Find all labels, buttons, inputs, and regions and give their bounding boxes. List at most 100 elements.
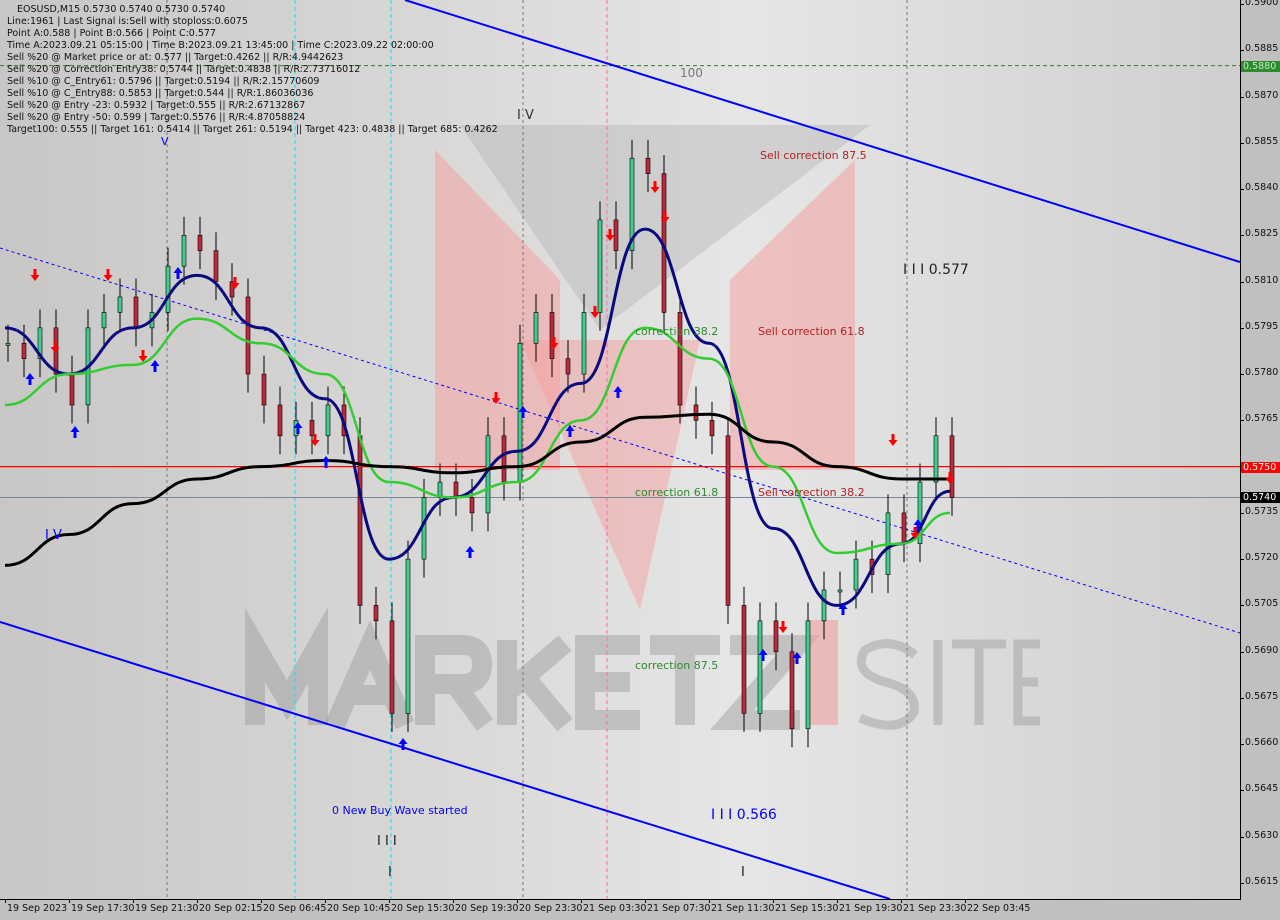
x-tick-label: 21 Sep 23:30 [903, 903, 967, 914]
y-tick [1240, 50, 1244, 52]
mid-ma-line [4, 317, 951, 555]
x-tick [389, 899, 390, 903]
x-tick [69, 899, 70, 903]
sell-arrow-icon [605, 229, 615, 241]
level-lines [0, 65, 1240, 498]
price-bar [533, 312, 539, 344]
y-tick-label: 0.5810 [1245, 274, 1279, 286]
channel-lines [0, 0, 1240, 899]
x-tick [325, 899, 326, 903]
price-bar [789, 651, 795, 730]
label-wave-i-right: I [741, 865, 745, 880]
price-bar [837, 589, 843, 593]
y-tick [1240, 512, 1244, 514]
info-line: Sell %10 @ C_Entry61: 0.5796 || Target:0… [7, 76, 320, 87]
x-tick-label: 20 Sep 06:45 [263, 903, 327, 914]
y-tick-label: 0.5780 [1245, 367, 1279, 379]
y-tick [1240, 697, 1244, 699]
symbol-title: EOSUSD,M15 0.5730 0.5740 0.5730 0.5740 [17, 4, 226, 15]
info-line: Sell %20 @ Entry -50: 0.599 | Target:0.5… [7, 112, 306, 123]
price-bars [5, 139, 955, 748]
x-tick [261, 899, 262, 903]
price-bar [581, 312, 587, 375]
y-tick [1240, 96, 1244, 98]
y-tick [1240, 142, 1244, 144]
y-tick [1240, 420, 1244, 422]
price-bar [37, 327, 43, 359]
info-line: Time A:2023.09.21 05:15:00 | Time B:2023… [7, 40, 434, 51]
price-bar [725, 435, 731, 606]
y-tick-label: 0.5765 [1245, 413, 1279, 425]
upper-channel-line [404, 0, 1240, 263]
x-tick-label: 19 Sep 17:30 [71, 903, 135, 914]
label-wave-v: V [161, 135, 169, 148]
x-tick [197, 899, 198, 903]
price-bar [677, 312, 683, 406]
chart-plot-area[interactable]: 100 Sell correction 87.5 I V V I V I I I… [0, 0, 1241, 900]
y-tick-label: 0.5630 [1245, 829, 1279, 841]
x-tick [837, 899, 838, 903]
label-100: 100 [680, 66, 703, 80]
price-bar [757, 620, 763, 714]
buy-arrow-icon [321, 456, 331, 468]
fast-ma-line [4, 227, 951, 607]
y-tick [1240, 327, 1244, 329]
price-bar [917, 481, 923, 545]
y-tick [1240, 4, 1244, 5]
price-bar [101, 312, 107, 329]
x-tick-label: 20 Sep 23:30 [519, 903, 583, 914]
price-bar [565, 358, 571, 375]
price-bar [5, 342, 11, 346]
sell-arrow-icon [30, 269, 40, 281]
price-bar [197, 235, 203, 252]
buy-arrow-icon [70, 426, 80, 438]
buy-arrow-icon [173, 267, 183, 279]
price-bar [549, 312, 555, 359]
sell-arrow-icon [50, 341, 60, 353]
price-bar [645, 157, 651, 174]
y-tick-label: 0.5720 [1245, 552, 1279, 564]
price-bar [245, 296, 251, 375]
buy-arrow-icon [398, 738, 408, 750]
x-tick [133, 899, 134, 903]
y-tick-label: 0.5660 [1245, 737, 1279, 749]
sell-arrow-icon [945, 472, 955, 484]
price-bar [69, 373, 75, 406]
info-line: Sell %10 @ C_Entry88: 0.5853 || Target:0… [7, 88, 314, 99]
price-bar [709, 420, 715, 437]
x-tick [709, 899, 710, 903]
info-line: Target100: 0.555 || Target 161: 0.5414 |… [7, 124, 498, 135]
sell-arrow-icon [778, 621, 788, 633]
x-tick [453, 899, 454, 903]
y-tick [1240, 559, 1244, 561]
x-tick-label: 22 Sep 03:45 [967, 903, 1031, 914]
x-tick-label: 20 Sep 15:30 [391, 903, 455, 914]
annotations: 100 Sell correction 87.5 I V V I V I I I… [25, 66, 969, 880]
slow-ma-line [4, 412, 950, 567]
y-tick-label: 0.5705 [1245, 598, 1279, 610]
sell-arrow-icon [230, 277, 240, 289]
label-correction-38-2: correction 38.2 [635, 325, 718, 338]
y-tick [1240, 281, 1244, 283]
price-bar [277, 404, 283, 437]
buy-arrow-icon [518, 406, 528, 418]
buy-arrow-icon [913, 519, 923, 531]
price-tag: 0.5880 [1241, 60, 1280, 72]
sell-arrow-icon [310, 434, 320, 446]
price-bar [373, 605, 379, 622]
y-tick-label: 0.5855 [1245, 135, 1279, 147]
price-bar [517, 342, 523, 483]
price-bar [213, 250, 219, 282]
label-new-buy-wave: 0 New Buy Wave started [332, 804, 468, 817]
price-bar [821, 589, 827, 622]
buy-arrow-icon [25, 373, 35, 385]
price-bar [613, 219, 619, 252]
price-bar [693, 404, 699, 421]
price-bar [773, 620, 779, 652]
buy-arrow-icon [293, 422, 303, 434]
label-wave-iv-top: I V [517, 108, 534, 123]
moving-averages [4, 227, 951, 607]
sell-arrow-icon [549, 337, 559, 349]
buy-arrow-icon [565, 425, 575, 437]
label-wave-i-left: I [388, 865, 392, 880]
